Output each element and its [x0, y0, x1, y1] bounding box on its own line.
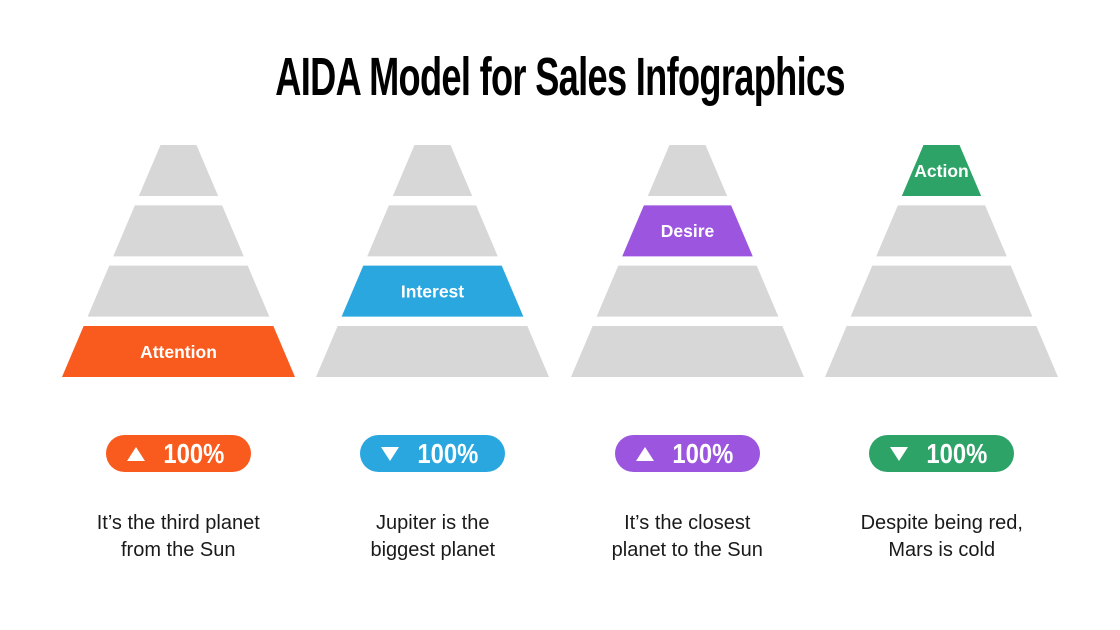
badge-value: 100%: [672, 437, 734, 469]
title-wrap: AIDA Model for Sales Infographics: [0, 50, 1120, 104]
caption-line: Jupiter is the: [376, 512, 490, 534]
pyramid-segment: [138, 145, 218, 196]
percentage-badge: 100%: [869, 435, 1015, 472]
pyramid-segment: [647, 145, 727, 196]
badge-value: 100%: [417, 437, 479, 469]
caption-line: from the Sun: [120, 539, 236, 561]
stage-column-action: Action 100% Despite being red, Mars is c…: [815, 145, 1070, 564]
stage-column-desire: Desire 100% It’s the closest planet to t…: [560, 145, 815, 564]
pyramid-segment-highlighted: [341, 265, 524, 317]
page-title: AIDA Model for Sales Infographics: [275, 47, 845, 107]
caption: It’s the closest planet to the Sun: [612, 510, 763, 564]
badge-value: 100%: [926, 437, 988, 469]
caption: It’s the third planet from the Sun: [97, 510, 260, 564]
pyramid-segment: [316, 326, 550, 377]
stage-column-interest: Interest 100% Jupiter is the biggest pla…: [306, 145, 561, 564]
pyramid-action: Action: [825, 145, 1059, 377]
pyramid-segment-highlighted: [621, 205, 753, 257]
pyramid-segment-highlighted: [902, 145, 982, 196]
triangle-up-icon: [635, 446, 654, 461]
pyramid-segment: [596, 265, 779, 317]
caption-line: It’s the closest: [624, 512, 751, 534]
pyramid-segment: [876, 205, 1008, 257]
pyramid-segment: [393, 145, 473, 196]
caption-line: biggest planet: [370, 539, 496, 561]
stage-label: Attention: [140, 342, 217, 362]
pyramid-segment: [112, 205, 244, 257]
pyramid-attention: Attention: [61, 145, 295, 377]
stage-label: Desire: [660, 221, 714, 241]
caption: Despite being red, Mars is cold: [861, 510, 1023, 564]
pyramid-segment: [367, 205, 499, 257]
badge-value: 100%: [163, 437, 225, 469]
caption: Jupiter is the biggest planet: [370, 510, 495, 564]
triangle-up-icon: [126, 446, 145, 461]
percentage-badge: 100%: [105, 435, 251, 472]
caption-line: planet to the Sun: [611, 539, 763, 561]
caption-line: It’s the third planet: [96, 512, 260, 534]
caption-line: Mars is cold: [888, 539, 996, 561]
caption-line: Despite being red,: [860, 512, 1023, 534]
pyramid-segment: [87, 265, 270, 317]
stage-columns: Attention 100% It’s the third planet fro…: [0, 145, 1120, 564]
stage-label: Interest: [401, 281, 464, 301]
triangle-down-icon: [890, 446, 909, 461]
pyramid-segment-highlighted: [61, 326, 295, 377]
pyramid-interest: Interest: [316, 145, 550, 377]
pyramid-segment: [850, 265, 1033, 317]
triangle-down-icon: [381, 446, 400, 461]
stage-column-attention: Attention 100% It’s the third planet fro…: [51, 145, 306, 564]
percentage-badge: 100%: [360, 435, 506, 472]
stage-label: Action: [915, 161, 969, 181]
pyramid-desire: Desire: [570, 145, 804, 377]
percentage-badge: 100%: [614, 435, 760, 472]
pyramid-segment: [825, 326, 1059, 377]
pyramid-segment: [570, 326, 804, 377]
